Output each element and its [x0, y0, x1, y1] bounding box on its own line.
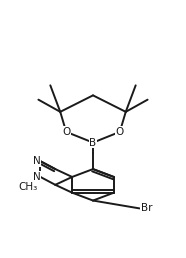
Text: Br: Br — [141, 203, 152, 213]
Text: N: N — [33, 172, 40, 182]
Text: O: O — [116, 127, 124, 137]
Text: B: B — [89, 138, 97, 148]
Text: O: O — [62, 127, 70, 137]
Text: N: N — [33, 156, 40, 166]
Text: CH₃: CH₃ — [19, 182, 38, 192]
